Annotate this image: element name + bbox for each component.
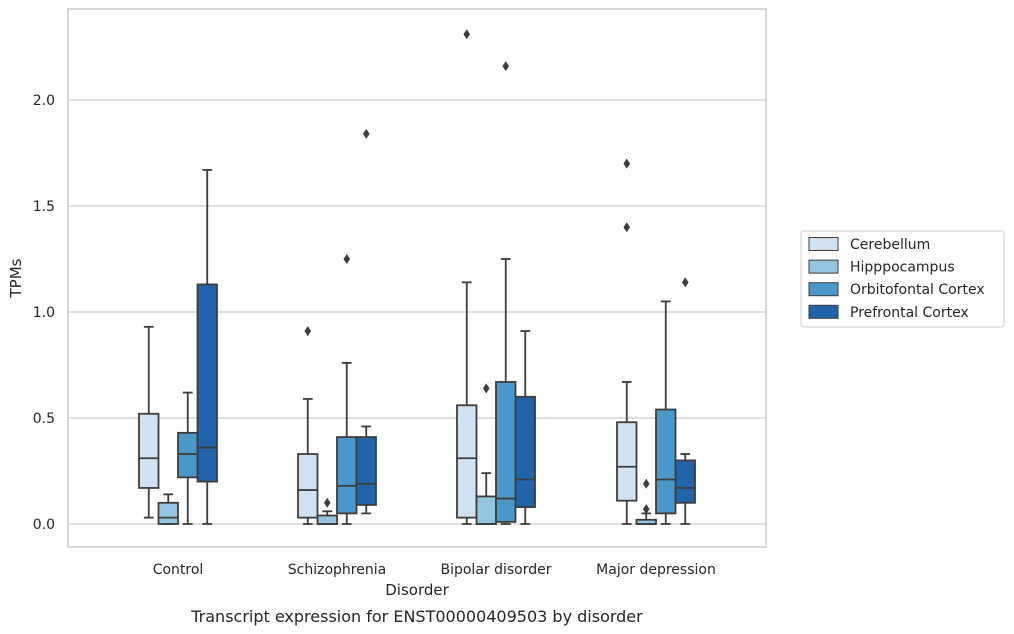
box-1-0 (157, 493, 179, 525)
box-iqr (157, 501, 179, 525)
outlier-point (642, 478, 650, 489)
box-3-1 (355, 128, 377, 515)
x-axis-title: Disorder (385, 581, 449, 599)
x-tick-label: Major depression (596, 562, 716, 578)
box-0-2 (456, 29, 478, 525)
y-tick-label: 1.0 (33, 305, 55, 321)
legend-label: Orbitofontal Cortex (850, 282, 985, 298)
outlier-point (304, 326, 312, 337)
box-1-2 (475, 383, 497, 525)
box-2-0 (177, 391, 199, 525)
box-plots (138, 29, 696, 525)
legend-swatch (808, 304, 839, 319)
legend-label: Hipppocampus (850, 260, 955, 276)
legend-label: Prefrontal Cortex (850, 305, 969, 321)
chart-caption: Transcript expression for ENST0000040950… (190, 607, 643, 626)
box-iqr (355, 436, 377, 506)
y-axis-title: TPMs (7, 258, 25, 298)
outlier-point (463, 29, 471, 40)
outlier-point (623, 158, 631, 169)
outlier-point (681, 277, 689, 288)
box-iqr (674, 459, 696, 504)
outlier-point (623, 222, 631, 233)
legend-swatch (808, 259, 839, 274)
x-tick-label: Control (153, 562, 204, 578)
box-iqr (138, 412, 160, 489)
box-iqr (616, 421, 638, 502)
box-0-3 (616, 158, 638, 525)
outlier-point (502, 61, 510, 72)
outlier-point (482, 383, 490, 394)
box-3-0 (196, 169, 218, 525)
outlier-point (362, 128, 370, 139)
box-iqr (655, 408, 677, 515)
box-iqr (514, 395, 536, 508)
box-iqr (475, 495, 497, 525)
legend-swatch (808, 237, 839, 251)
box-2-2 (495, 61, 517, 525)
x-tick-label: Schizophrenia (288, 562, 386, 578)
box-0-0 (138, 325, 160, 519)
box-iqr (495, 381, 517, 523)
legend-frame (800, 230, 1005, 328)
y-tick-label: 1.5 (33, 199, 55, 215)
plot-area-frame (67, 8, 767, 548)
y-tick-label: 0.5 (33, 411, 55, 427)
box-3-2 (514, 330, 536, 525)
outlier-point (343, 254, 351, 264)
box-0-1 (297, 326, 319, 525)
legend-swatch (808, 282, 839, 297)
box-1-1 (316, 497, 338, 525)
box-iqr (316, 514, 338, 525)
box-2-1 (336, 254, 358, 525)
outlier-point (323, 497, 331, 508)
outlier-point (642, 504, 650, 515)
box-3-3 (674, 277, 696, 525)
box-1-3 (635, 478, 657, 525)
legend-label: Cerebellum (850, 237, 930, 253)
y-tick-label: 2.0 (33, 93, 55, 109)
x-tick-label: Bipolar disorder (440, 562, 551, 578)
box-iqr (297, 453, 319, 519)
box-iqr (196, 283, 218, 483)
x-tick-labels: Control Schizophrenia Bipolar disorder Majo… (153, 562, 716, 578)
box-iqr (336, 436, 358, 515)
box-iqr (456, 404, 478, 519)
box-iqr (177, 431, 199, 479)
box-2-3 (655, 300, 677, 525)
y-tick-label: 0.0 (33, 517, 55, 533)
y-tick-labels: 0.0 0.5 1.0 1.5 2.0 (33, 93, 55, 533)
legend: Cerebellum Hipppocampus Orbitofontal Corte… (800, 230, 1005, 328)
